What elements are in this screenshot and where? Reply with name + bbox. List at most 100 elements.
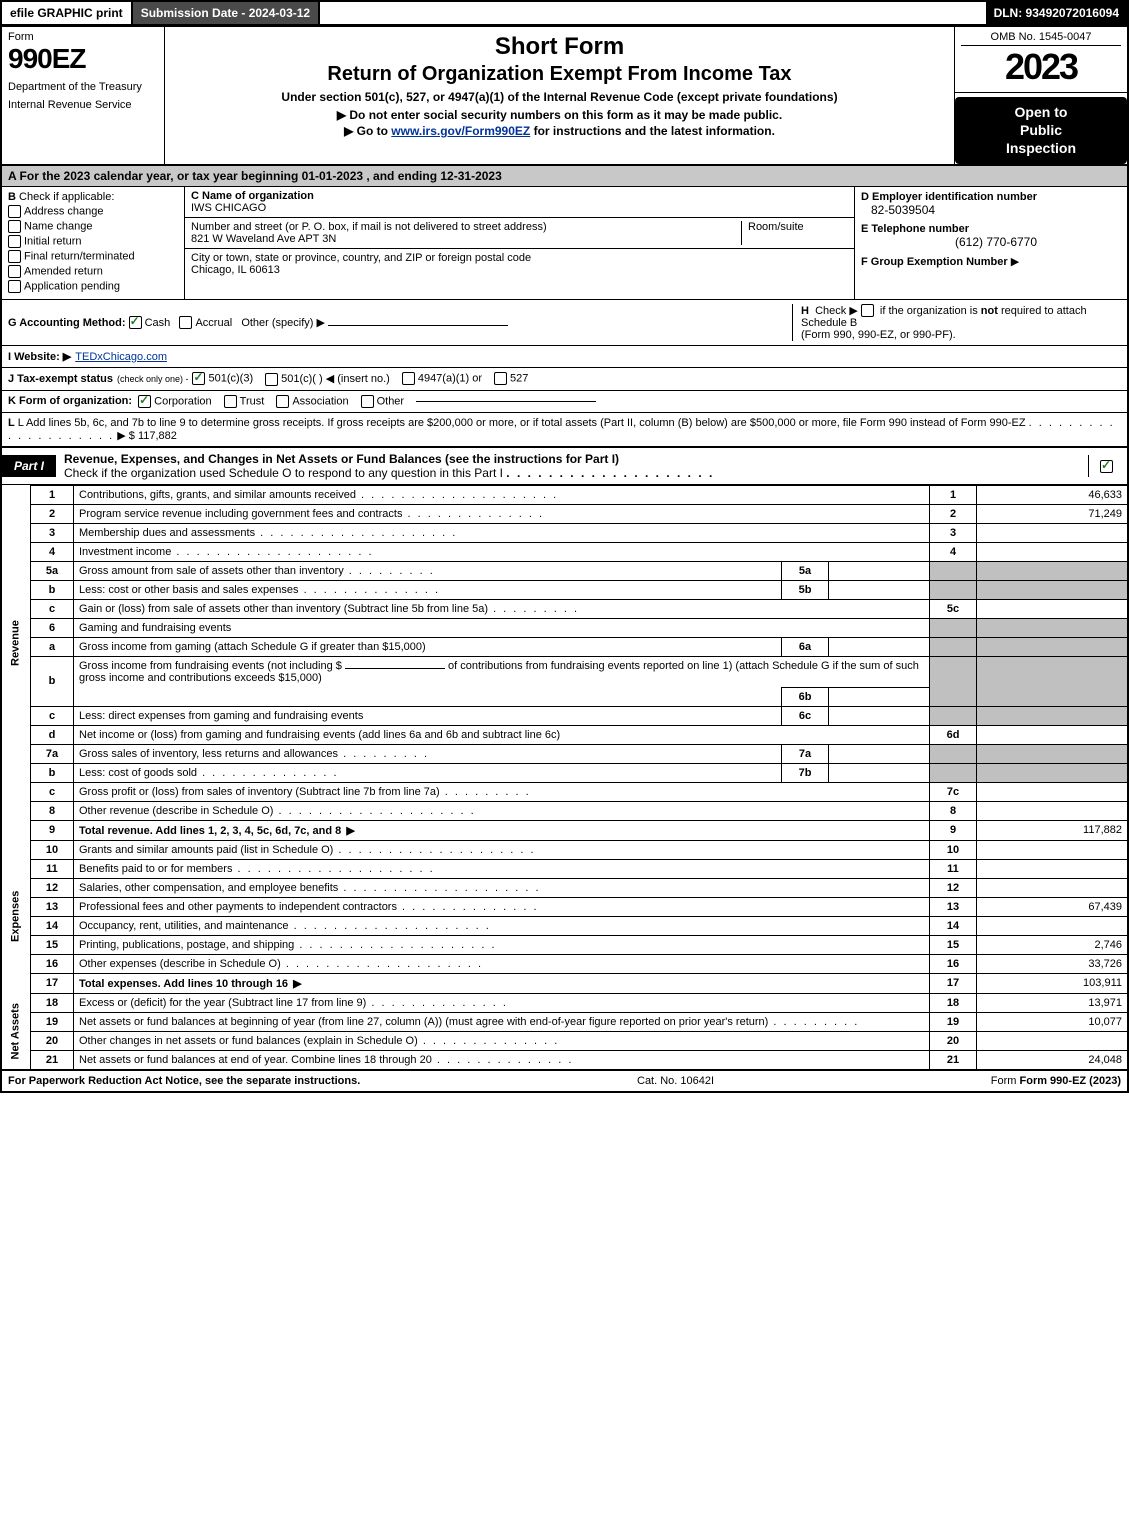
table-row: c Gross profit or (loss) from sales of i…	[1, 782, 1128, 801]
line-8-amount	[977, 801, 1129, 820]
line-1-amount: 46,633	[977, 485, 1129, 504]
part-1-title: Revenue, Expenses, and Changes in Net As…	[56, 448, 1088, 484]
form-ref: Form Form 990-EZ (2023)	[991, 1075, 1121, 1087]
website-link[interactable]: TEDxChicago.com	[75, 351, 167, 363]
checkbox-association[interactable]: Association	[276, 395, 348, 408]
pra-notice: For Paperwork Reduction Act Notice, see …	[8, 1075, 360, 1087]
checkbox-527[interactable]: 527	[494, 372, 528, 385]
line-6c-sub	[829, 706, 930, 725]
table-row: c Less: direct expenses from gaming and …	[1, 706, 1128, 725]
checkbox-accrual[interactable]	[179, 316, 192, 329]
table-row: b Less: cost of goods sold 7b	[1, 763, 1128, 782]
table-row: 21 Net assets or fund balances at end of…	[1, 1050, 1128, 1070]
page-footer: For Paperwork Reduction Act Notice, see …	[0, 1071, 1129, 1093]
checkbox-corporation[interactable]: Corporation	[138, 395, 211, 408]
efile-print-label[interactable]: efile GRAPHIC print	[2, 2, 133, 24]
topbar-spacer	[320, 2, 985, 24]
checkbox-cash[interactable]	[129, 316, 142, 329]
line-5a-sub	[829, 561, 930, 580]
checkbox-4947[interactable]: 4947(a)(1) or	[402, 372, 482, 385]
row-l-gross-receipts: L L Add lines 5b, 6c, and 7b to line 9 t…	[0, 413, 1129, 448]
line-6b-sub	[829, 687, 930, 706]
open-line2: Public	[959, 121, 1123, 139]
instr-ssn: Do not enter social security numbers on …	[171, 108, 948, 122]
g-other-label: Other (specify) ▶	[241, 317, 325, 329]
part-1-label: Part I	[2, 455, 56, 477]
k-label: K Form of organization:	[8, 395, 132, 407]
checkbox-501c[interactable]: 501(c)( ) ◀ (insert no.)	[265, 372, 390, 386]
line-12-amount	[977, 878, 1129, 897]
row-g-h: G Accounting Method: Cash Accrual Other …	[0, 300, 1129, 347]
d-tel-label: E Telephone number	[861, 223, 969, 235]
h-label: H	[801, 305, 809, 317]
checkbox-schedule-b[interactable]	[861, 304, 874, 317]
org-name: IWS CHICAGO	[191, 202, 266, 214]
column-d: D Employer identification number 82-5039…	[855, 187, 1127, 299]
table-row: 2 Program service revenue including gove…	[1, 504, 1128, 523]
line-14-amount	[977, 916, 1129, 935]
dept-treasury: Department of the Treasury	[8, 81, 158, 93]
checkbox-address-change[interactable]: Address change	[8, 205, 178, 218]
topbar: efile GRAPHIC print Submission Date - 20…	[0, 0, 1129, 26]
schedule-o-checkbox[interactable]	[1088, 455, 1127, 477]
open-line1: Open to	[959, 103, 1123, 121]
ein-value: 82-5039504	[871, 203, 1121, 217]
group-arrow: ▶	[1011, 256, 1019, 268]
table-row: 20 Other changes in net assets or fund b…	[1, 1031, 1128, 1050]
table-row: Revenue 1 Contributions, gifts, grants, …	[1, 485, 1128, 504]
part-1-check-text: Check if the organization used Schedule …	[64, 466, 503, 480]
org-city: Chicago, IL 60613	[191, 264, 280, 276]
checkbox-final-return[interactable]: Final return/terminated	[8, 250, 178, 263]
table-row: 3 Membership dues and assessments 3	[1, 523, 1128, 542]
side-label-revenue: Revenue	[1, 485, 31, 801]
c-name-label: C Name of organization	[191, 190, 314, 202]
form-subtitle: Under section 501(c), 527, or 4947(a)(1)…	[171, 90, 948, 104]
checkbox-name-change[interactable]: Name change	[8, 220, 178, 233]
l-value: $ 117,882	[129, 430, 177, 442]
k-other-line	[416, 401, 596, 402]
line-6d-amount	[977, 725, 1129, 744]
line-18-amount: 13,971	[977, 993, 1129, 1012]
column-c: C Name of organization IWS CHICAGO Numbe…	[185, 187, 855, 299]
g-accounting: G Accounting Method: Cash Accrual Other …	[8, 316, 792, 330]
table-row: 15 Printing, publications, postage, and …	[1, 935, 1128, 954]
side-label-expenses: Expenses	[1, 840, 31, 993]
dln-label: DLN: 93492072016094	[986, 2, 1127, 24]
line-3-amount	[977, 523, 1129, 542]
table-row: Expenses 10 Grants and similar amounts p…	[1, 840, 1128, 859]
line-15-amount: 2,746	[977, 935, 1129, 954]
table-row: 11 Benefits paid to or for members 11	[1, 859, 1128, 878]
table-row: d Net income or (loss) from gaming and f…	[1, 725, 1128, 744]
line-17-amount: 103,911	[977, 973, 1129, 993]
checkbox-app-pending[interactable]: Application pending	[8, 280, 178, 293]
open-line3: Inspection	[959, 139, 1123, 157]
checkbox-501c3[interactable]: 501(c)(3)	[192, 372, 253, 385]
table-row: a Gross income from gaming (attach Sched…	[1, 637, 1128, 656]
checkbox-other-org[interactable]: Other	[361, 395, 405, 408]
line-20-amount	[977, 1031, 1129, 1050]
checkbox-trust[interactable]: Trust	[224, 395, 265, 408]
form-title-2: Return of Organization Exempt From Incom…	[171, 63, 948, 86]
table-row: 19 Net assets or fund balances at beginn…	[1, 1012, 1128, 1031]
g-other-line	[328, 325, 508, 326]
checkbox-initial-return[interactable]: Initial return	[8, 235, 178, 248]
table-row: 7a Gross sales of inventory, less return…	[1, 744, 1128, 763]
j-sub: (check only one) -	[117, 374, 189, 384]
line-4-amount	[977, 542, 1129, 561]
table-row: 6 Gaming and fundraising events	[1, 618, 1128, 637]
c-addr-label: Number and street (or P. O. box, if mail…	[191, 221, 547, 233]
line-19-amount: 10,077	[977, 1012, 1129, 1031]
line-2-amount: 71,249	[977, 504, 1129, 523]
l-text: L Add lines 5b, 6c, and 7b to line 9 to …	[18, 417, 1026, 429]
side-label-netassets: Net Assets	[1, 993, 31, 1070]
form-header: Form 990EZ Department of the Treasury In…	[0, 26, 1129, 166]
irs-link[interactable]: www.irs.gov/Form990EZ	[391, 124, 530, 138]
part-1-header: Part I Revenue, Expenses, and Changes in…	[0, 448, 1129, 485]
line-7b-sub	[829, 763, 930, 782]
checkbox-amended-return[interactable]: Amended return	[8, 265, 178, 278]
table-row: 12 Salaries, other compensation, and emp…	[1, 878, 1128, 897]
line-6a-sub	[829, 637, 930, 656]
line-5c-amount	[977, 599, 1129, 618]
b-check-label: Check if applicable:	[19, 191, 114, 203]
section-a-taxyear: A For the 2023 calendar year, or tax yea…	[0, 166, 1129, 187]
